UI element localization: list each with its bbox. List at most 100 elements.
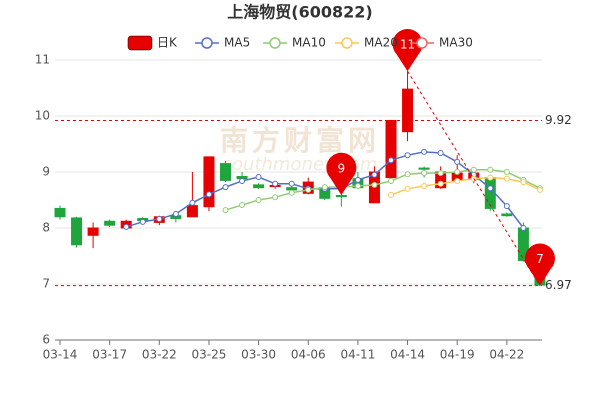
candle-body <box>203 156 215 208</box>
pin <box>326 152 357 195</box>
ma-point <box>454 169 461 175</box>
legend-icon <box>269 37 281 49</box>
pin-label: 11 <box>400 38 415 52</box>
candle-body <box>253 184 265 189</box>
ma-point <box>421 183 428 189</box>
candle-body <box>335 195 347 198</box>
ma-line <box>390 176 541 196</box>
candle-body <box>87 227 99 236</box>
candle-body <box>402 88 414 133</box>
y-tick-label: 9 <box>42 165 50 179</box>
legend-icon <box>416 37 428 49</box>
legend-icon <box>201 37 213 49</box>
x-tick-label: 04-06 <box>291 348 326 362</box>
ma-point <box>487 166 494 173</box>
ma-point <box>272 194 279 201</box>
ma-point <box>454 158 461 165</box>
x-tick-label: 04-14 <box>390 348 425 362</box>
legend-label: MA30 <box>439 36 473 50</box>
x-tick-label: 03-17 <box>92 348 127 362</box>
ma-point <box>503 203 510 210</box>
ma-point <box>388 191 394 198</box>
ma-point <box>156 216 163 223</box>
ma-point <box>470 166 477 173</box>
ma-point <box>288 180 295 187</box>
x-tick-label: 04-19 <box>440 348 475 362</box>
legend-label: 日K <box>157 36 178 50</box>
y-tick-label: 8 <box>42 221 50 235</box>
pin <box>392 29 423 72</box>
ma-point <box>421 148 428 155</box>
ma-point <box>305 186 312 193</box>
candle-body <box>501 213 513 217</box>
x-tick-label: 03-22 <box>142 348 177 362</box>
ma-point <box>272 180 279 187</box>
pin <box>524 243 555 286</box>
reference-label: 6.97 <box>545 278 572 292</box>
trend-line <box>407 70 541 286</box>
candle-body <box>71 217 83 246</box>
ma-point <box>371 171 378 178</box>
legend-icon <box>127 35 153 51</box>
ma-point <box>255 197 262 203</box>
ma-point <box>404 152 411 159</box>
ma-point <box>437 180 444 187</box>
ma-point <box>371 181 378 188</box>
ma-point <box>454 177 461 184</box>
legend-label: MA10 <box>292 36 326 50</box>
legend-icon <box>341 37 353 49</box>
ma-point <box>536 186 543 193</box>
y-tick-label: 10 <box>35 109 50 123</box>
ma-point <box>172 211 179 217</box>
ma-point <box>388 177 394 184</box>
ma-point <box>388 157 394 164</box>
y-tick-label: 11 <box>35 53 50 67</box>
x-tick-label: 03-30 <box>241 348 276 362</box>
candle-body <box>54 207 66 218</box>
ma-point <box>421 170 428 177</box>
ma-point <box>487 185 494 192</box>
ma-point <box>288 189 295 196</box>
legend-label: MA5 <box>224 36 250 50</box>
ma-point <box>520 225 527 231</box>
x-tick-label: 03-25 <box>192 348 227 362</box>
ma-point <box>503 169 510 175</box>
ma-point <box>222 207 229 214</box>
pin-label: 7 <box>536 252 544 266</box>
ma-point <box>139 218 146 225</box>
x-tick-label: 04-11 <box>340 348 375 362</box>
ma-point <box>503 175 510 182</box>
candle-body <box>418 167 430 170</box>
legend-label: MA20 <box>364 36 398 50</box>
watermark: 南方财富网 <box>220 124 380 157</box>
x-tick-label: 04-22 <box>489 348 524 362</box>
candle-body <box>186 205 198 218</box>
ma-point <box>189 199 196 206</box>
ma-point <box>321 184 328 191</box>
ma-point <box>354 176 361 183</box>
ma-point <box>487 174 494 181</box>
ma-point <box>255 174 262 181</box>
ma-point <box>239 177 246 184</box>
ma-point <box>205 191 212 198</box>
candle-body <box>385 119 397 179</box>
ma-point <box>437 170 444 177</box>
ma-point <box>239 202 246 209</box>
ma-point <box>437 149 444 156</box>
y-tick-label: 7 <box>42 277 50 291</box>
candle-body <box>286 187 298 191</box>
chart-title: 上海物贸(600822) <box>227 3 372 22</box>
candle-body <box>220 163 231 181</box>
ma-point <box>123 223 130 230</box>
ma-point <box>354 183 361 189</box>
ma-point <box>404 171 411 178</box>
y-tick-label: 6 <box>42 333 50 347</box>
candle-body <box>104 220 116 226</box>
pin-label: 9 <box>338 161 346 175</box>
x-tick-label: 03-14 <box>43 348 78 362</box>
ma-point <box>520 179 527 186</box>
ma-point <box>404 185 411 192</box>
reference-label: 9.92 <box>545 113 572 127</box>
ma-point <box>222 184 229 191</box>
